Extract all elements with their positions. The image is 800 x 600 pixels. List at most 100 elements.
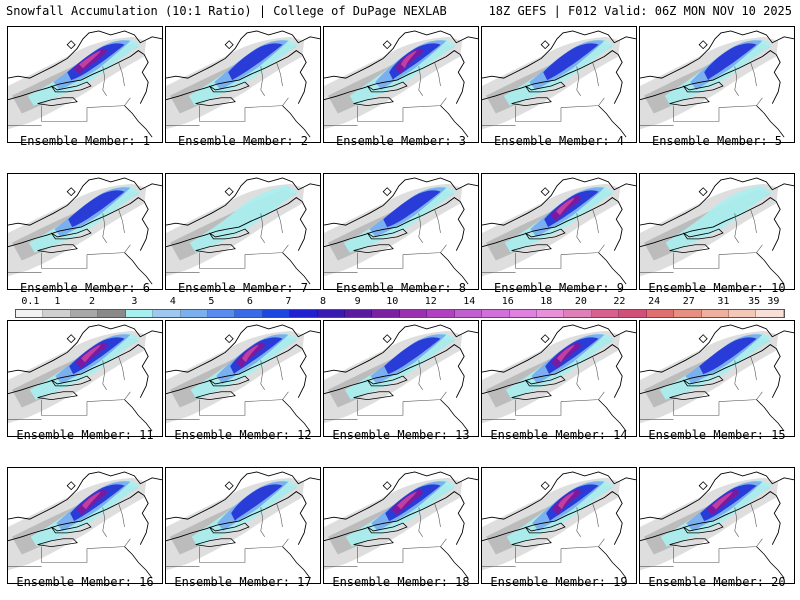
colorbar-tick-label: 5 <box>208 296 215 307</box>
ensemble-member-panel-7 <box>165 173 321 290</box>
ensemble-member-panel-13 <box>323 320 479 437</box>
ensemble-member-panel-9 <box>481 173 637 290</box>
snowfall-map <box>640 321 794 436</box>
snowfall-map <box>166 27 320 142</box>
colorbar-tick-label: 1 <box>54 296 61 307</box>
colorbar-swatch <box>16 310 44 317</box>
colorbar-swatch <box>756 310 784 317</box>
colorbar-tick-label: 27 <box>682 296 695 307</box>
colorbar-tick-label: 14 <box>463 296 476 307</box>
colorbar-tick-label: 3 <box>131 296 138 307</box>
colorbar-tick-label: 16 <box>501 296 514 307</box>
snowfall-map <box>166 321 320 436</box>
ensemble-member-label: Ensemble Member: 7 <box>177 281 309 295</box>
ensemble-member-panel-20 <box>639 467 795 584</box>
snowfall-map <box>324 174 478 289</box>
colorbar-tick-label: 39 <box>767 296 780 307</box>
colorbar-swatch <box>43 310 71 317</box>
colorbar-swatch <box>372 310 400 317</box>
colorbar-tick-label: 20 <box>574 296 587 307</box>
ensemble-member-panel-15 <box>639 320 795 437</box>
snowfall-map <box>8 321 162 436</box>
colorbar-tick-label: 9 <box>354 296 361 307</box>
snowfall-map <box>8 27 162 142</box>
colorbar-swatch <box>345 310 373 317</box>
colorbar-tick-label: 31 <box>717 296 730 307</box>
colorbar-swatch <box>317 310 346 317</box>
ensemble-member-panel-8 <box>323 173 479 290</box>
colorbar-tick-label: 35 <box>748 296 761 307</box>
colorbar-tick-label: 10 <box>386 296 399 307</box>
colorbar-tick-label: 7 <box>285 296 292 307</box>
ensemble-member-panel-4 <box>481 26 637 143</box>
colorbar-swatch <box>674 310 702 317</box>
snowfall-map <box>482 321 636 436</box>
colorbar-tick-label: 22 <box>613 296 626 307</box>
snowfall-map <box>166 468 320 583</box>
ensemble-member-label: Ensemble Member: 15 <box>648 428 786 442</box>
colorbar-swatch <box>207 310 236 317</box>
ensemble-member-label: Ensemble Member: 5 <box>651 134 783 148</box>
ensemble-member-label: Ensemble Member: 1 <box>19 134 151 148</box>
ensemble-member-label: Ensemble Member: 14 <box>490 428 628 442</box>
snowfall-map <box>640 174 794 289</box>
ensemble-member-label: Ensemble Member: 20 <box>648 575 786 589</box>
ensemble-member-panel-10 <box>639 173 795 290</box>
colorbar-swatch <box>482 310 510 317</box>
ensemble-member-label: Ensemble Member: 18 <box>332 575 470 589</box>
snowfall-map <box>8 174 162 289</box>
colorbar-tick-label: 8 <box>319 296 327 307</box>
colorbar-tick-label: 12 <box>424 296 437 307</box>
snowfall-map <box>640 27 794 142</box>
ensemble-member-panel-12 <box>165 320 321 437</box>
ensemble-member-panel-1 <box>7 26 163 143</box>
colorbar-swatch <box>262 310 291 317</box>
colorbar-swatch <box>564 310 592 317</box>
colorbar-swatch <box>98 310 126 317</box>
snowfall-map <box>482 27 636 142</box>
ensemble-member-panel-3 <box>323 26 479 143</box>
colorbar-tick-label: 0.1 <box>21 296 40 307</box>
colorbar-swatch <box>619 310 647 317</box>
ensemble-member-label: Ensemble Member: 12 <box>174 428 312 442</box>
ensemble-member-label: Ensemble Member: 10 <box>648 281 786 295</box>
header-title: Snowfall Accumulation (10:1 Ratio) | Col… <box>6 4 447 18</box>
ensemble-member-label: Ensemble Member: 11 <box>16 428 154 442</box>
ensemble-member-panel-16 <box>7 467 163 584</box>
snowfall-map <box>8 468 162 583</box>
colorbar-swatch <box>125 310 154 317</box>
ensemble-member-label: Ensemble Member: 13 <box>332 428 470 442</box>
ensemble-member-label: Ensemble Member: 17 <box>174 575 312 589</box>
colorbar-tick-label: 18 <box>540 296 553 307</box>
ensemble-member-label: Ensemble Member: 3 <box>335 134 467 148</box>
snowfall-map <box>324 468 478 583</box>
ensemble-member-panel-19 <box>481 467 637 584</box>
colorbar <box>15 309 785 318</box>
snowfall-map <box>324 321 478 436</box>
ensemble-member-label: Ensemble Member: 2 <box>177 134 309 148</box>
colorbar-swatch <box>509 310 538 317</box>
snowfall-map <box>482 468 636 583</box>
ensemble-member-label: Ensemble Member: 16 <box>16 575 154 589</box>
colorbar-swatch <box>646 310 675 317</box>
colorbar-swatch <box>454 310 483 317</box>
colorbar-swatch <box>70 310 99 317</box>
colorbar-tick-label: 2 <box>88 296 96 307</box>
snowfall-map <box>324 27 478 142</box>
colorbar-swatch <box>728 310 757 317</box>
colorbar-swatch <box>399 310 428 317</box>
ensemble-member-label: Ensemble Member: 9 <box>493 281 625 295</box>
ensemble-member-label: Ensemble Member: 8 <box>335 281 467 295</box>
ensemble-member-panel-14 <box>481 320 637 437</box>
colorbar-swatch <box>180 310 208 317</box>
snowfall-map <box>482 174 636 289</box>
ensemble-member-panel-2 <box>165 26 321 143</box>
ensemble-member-label: Ensemble Member: 4 <box>493 134 625 148</box>
colorbar-swatch <box>701 310 729 317</box>
colorbar-swatch <box>235 310 263 317</box>
colorbar-labels: 0.1 1 2 3 4 5 6 7 8 9 10 12 14 16 18 20 22 24 27 31 35 39 <box>15 296 785 308</box>
ensemble-member-panel-18 <box>323 467 479 584</box>
ensemble-member-label: Ensemble Member: 19 <box>490 575 628 589</box>
colorbar-swatch <box>427 310 455 317</box>
snowfall-map <box>640 468 794 583</box>
